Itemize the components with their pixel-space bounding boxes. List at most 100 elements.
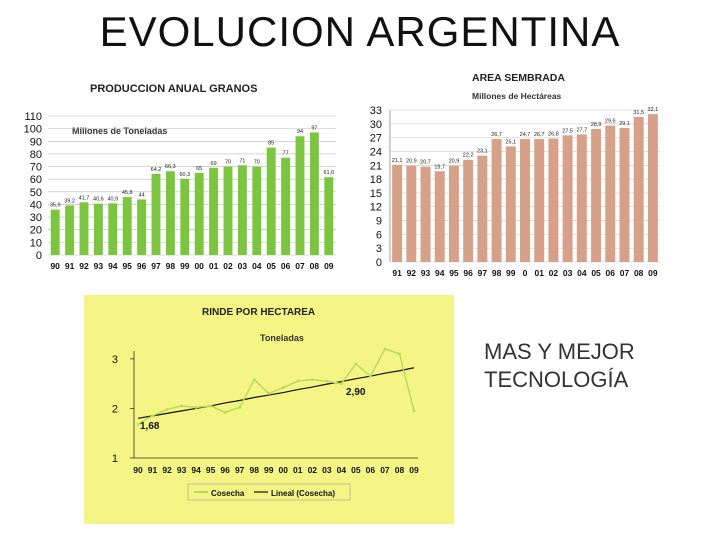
x-tick-label: 00 — [279, 465, 289, 475]
data-point — [354, 362, 358, 366]
x-tick-label: 97 — [235, 465, 245, 475]
data-label: 97 — [311, 125, 317, 131]
y-tick-label: 40 — [30, 199, 42, 211]
x-tick-label: 08 — [310, 261, 320, 271]
x-tick-label: 97 — [151, 261, 161, 271]
data-label: 28,9 — [591, 122, 602, 128]
bar — [151, 173, 161, 255]
x-tick-label: 95 — [449, 268, 459, 278]
chart-title: RINDE POR HECTAREA — [202, 307, 315, 318]
x-tick-label: 09 — [648, 268, 658, 278]
y-tick-label: 27 — [370, 133, 382, 145]
bar — [65, 205, 75, 255]
data-label: 44 — [139, 192, 145, 198]
x-tick-label: 08 — [395, 465, 405, 475]
x-tick-label: 06 — [281, 261, 291, 271]
x-tick-label: 04 — [252, 261, 262, 271]
annotation-label: 2,90 — [346, 387, 366, 398]
chart-title: AREA SEMBRADA — [472, 72, 565, 84]
y-tick-label: 12 — [370, 202, 382, 214]
x-tick-label: 02 — [308, 465, 318, 475]
bar — [406, 165, 417, 262]
legend-label: Lineal (Cosecha) — [271, 489, 335, 498]
y-axis-label: Toneladas — [260, 333, 304, 343]
x-tick-label: 01 — [209, 261, 219, 271]
x-tick-label: 92 — [162, 465, 172, 475]
data-label: 21,1 — [392, 158, 403, 164]
x-tick-label: 07 — [620, 268, 630, 278]
x-tick-label: 92 — [407, 268, 417, 278]
data-point — [383, 347, 387, 351]
data-label: 70 — [254, 160, 260, 166]
y-tick-label: 3 — [112, 354, 118, 366]
x-tick-label: 09 — [324, 261, 334, 271]
x-tick-label: 05 — [266, 261, 276, 271]
bar — [324, 177, 334, 255]
data-label: 26,7 — [491, 132, 502, 138]
data-label: 20,9 — [406, 159, 417, 165]
bar — [137, 199, 147, 255]
data-label: 23,1 — [477, 149, 488, 155]
bar — [505, 146, 516, 262]
y-tick-label: 110 — [24, 111, 42, 123]
y-tick-label: 70 — [30, 162, 42, 174]
data-label: 40,6 — [93, 197, 104, 203]
data-point — [165, 408, 169, 411]
x-tick-label: 99 — [180, 261, 190, 271]
data-point — [369, 374, 372, 378]
data-label: 41,7 — [79, 195, 90, 201]
x-tick-label: 07 — [295, 261, 305, 271]
production-bar-chart: PRODUCCION ANUAL GRANOS Millones de Tonel… — [24, 83, 336, 271]
data-point — [281, 386, 285, 389]
y-tick-label: 3 — [376, 243, 382, 255]
chart-title: PRODUCCION ANUAL GRANOS — [90, 83, 257, 95]
bar — [165, 171, 175, 255]
data-label: 60,3 — [179, 172, 190, 178]
x-tick-label: 07 — [380, 465, 390, 475]
x-tick-label: 99 — [264, 465, 274, 475]
x-tick-label: 98 — [249, 465, 259, 475]
data-point — [194, 406, 198, 409]
data-label: 39,2 — [64, 198, 75, 204]
data-label: 77 — [283, 151, 289, 157]
x-tick-label: 09 — [409, 465, 419, 475]
data-point — [180, 404, 183, 408]
data-point — [310, 378, 314, 382]
data-label: 94 — [297, 129, 303, 135]
bar — [122, 197, 132, 255]
x-tick-label: 93 — [421, 268, 431, 278]
x-tick-label: 04 — [337, 465, 347, 475]
data-point — [296, 379, 300, 383]
x-tick-label: 08 — [634, 268, 644, 278]
x-tick-label: 95 — [122, 261, 132, 271]
data-point — [412, 409, 416, 413]
y-tick-label: 1 — [112, 453, 118, 465]
x-tick-label: 97 — [478, 268, 488, 278]
data-label: 20,7 — [420, 160, 431, 166]
bar — [266, 147, 276, 255]
data-point — [209, 404, 213, 408]
x-tick-label: 94 — [108, 261, 118, 271]
data-point — [151, 414, 154, 418]
x-tick-label: 91 — [392, 268, 402, 278]
data-label: 31,5 — [633, 110, 644, 116]
bar — [491, 139, 502, 262]
y-tick-label: 6 — [376, 229, 382, 241]
data-label: 71 — [239, 158, 245, 164]
y-tick-label: 20 — [30, 225, 42, 237]
bar — [108, 203, 118, 255]
legend-label: Cosecha — [211, 489, 245, 498]
data-label: 20,9 — [449, 159, 460, 165]
y-tick-label: 90 — [30, 136, 42, 148]
caption-line-2: TECNOLOGÍA — [484, 367, 629, 392]
bar — [180, 178, 190, 255]
x-tick-label: 93 — [94, 261, 104, 271]
bar — [223, 166, 233, 255]
bar — [562, 135, 573, 262]
x-tick-label: 03 — [238, 261, 248, 271]
x-tick-label: 00 — [194, 261, 204, 271]
page-title: EVOLUCION ARGENTINA — [99, 8, 621, 55]
y-tick-label: 30 — [30, 212, 42, 224]
bar — [591, 128, 602, 262]
yield-line-chart: RINDE POR HECTAREA Toneladas 1 2 3 90 91 92 93 94… — [84, 295, 454, 524]
